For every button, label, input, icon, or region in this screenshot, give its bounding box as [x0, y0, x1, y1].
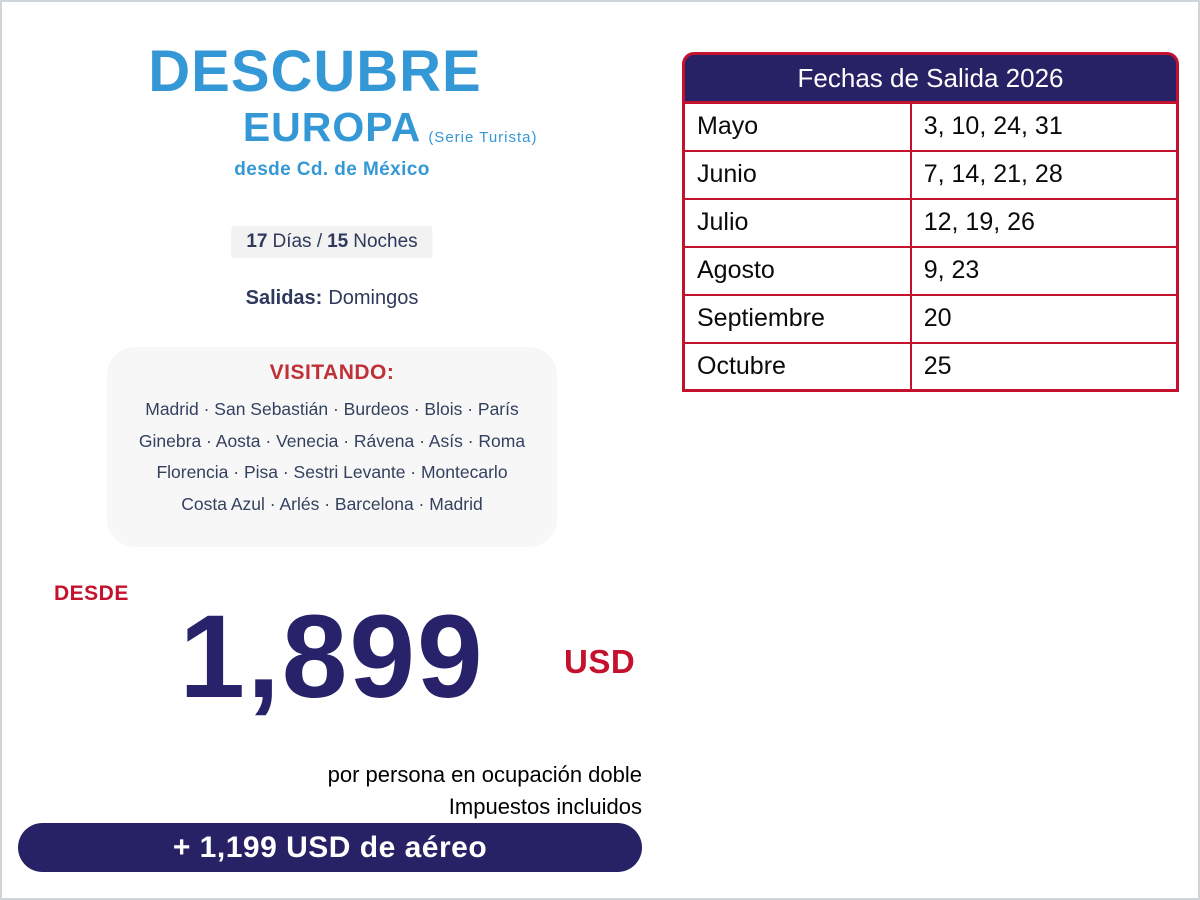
nights-label: Noches: [353, 231, 418, 252]
table-row: Junio 7, 14, 21, 28: [682, 149, 1179, 200]
visitando-line: Madrid · San Sebastián · Burdeos · Blois…: [145, 399, 519, 419]
salidas-value: Domingos: [328, 287, 419, 309]
tour-series-label: (Serie Turista): [428, 129, 538, 146]
month-cell: Agosto: [682, 245, 912, 296]
days-label: Días /: [272, 231, 323, 252]
departure-days-line: Salidas: Domingos: [2, 287, 662, 310]
air-supplement-banner: + 1,199 USD de aéreo: [18, 823, 642, 872]
dates-cell: 7, 14, 21, 28: [909, 149, 1179, 200]
table-row: Septiembre 20: [682, 293, 1179, 344]
visitando-box: VISITANDO: Madrid · San Sebastián · Burd…: [107, 347, 557, 547]
departure-dates-table: Fechas de Salida 2026 Mayo 3, 10, 24, 31…: [682, 52, 1179, 392]
dates-cell: 25: [909, 341, 1179, 392]
month-cell: Junio: [682, 149, 912, 200]
month-cell: Mayo: [682, 101, 912, 152]
tour-summary-column: DESCUBRE EUROPA (Serie Turista) desde Cd.…: [2, 2, 662, 898]
price-note-taxes: Impuestos incluidos: [448, 794, 642, 819]
duration-chip: 17 Días / 15 Noches: [231, 226, 433, 258]
nights-count: 15: [327, 231, 349, 252]
table-row: Octubre 25: [682, 341, 1179, 392]
price-amount: 1,899: [179, 591, 485, 723]
price-notes: por persona en ocupación doble Impuestos…: [2, 759, 642, 823]
dates-cell: 12, 19, 26: [909, 197, 1179, 248]
salidas-label: Salidas:: [245, 287, 323, 309]
visitando-line: Ginebra · Aosta · Venecia · Rávena · Así…: [138, 430, 526, 451]
table-row: Agosto 9, 23: [682, 245, 1179, 296]
month-cell: Julio: [682, 197, 912, 248]
tour-title-line2-row: EUROPA (Serie Turista): [2, 104, 662, 151]
visitando-line: Costa Azul · Arlés · Barcelona · Madrid: [181, 493, 483, 514]
visitando-line: Florencia · Pisa · Sestri Levante · Mont…: [156, 462, 508, 482]
price-note-occupancy: por persona en ocupación doble: [327, 762, 642, 787]
price-currency: USD: [564, 643, 636, 680]
departure-dates-table-body: Mayo 3, 10, 24, 31 Junio 7, 14, 21, 28 J…: [682, 101, 1179, 392]
departure-city-subtitle: desde Cd. de México: [234, 159, 430, 180]
month-cell: Octubre: [682, 341, 912, 392]
dates-cell: 9, 23: [909, 245, 1179, 296]
table-row: Julio 12, 19, 26: [682, 197, 1179, 248]
dates-cell: 3, 10, 24, 31: [909, 101, 1179, 152]
tour-title-line1: DESCUBRE: [148, 39, 482, 104]
tour-title-line2: EUROPA (Serie Turista): [242, 104, 538, 150]
visitando-city-list: Madrid · San Sebastián · Burdeos · Blois…: [107, 394, 557, 520]
price-desde-label: DESDE: [54, 582, 129, 605]
departure-dates-table-header: Fechas de Salida 2026: [682, 52, 1179, 101]
dates-cell: 20: [909, 293, 1179, 344]
table-row: Mayo 3, 10, 24, 31: [682, 101, 1179, 152]
days-count: 17: [246, 231, 268, 252]
month-cell: Septiembre: [682, 293, 912, 344]
visitando-heading: VISITANDO:: [269, 361, 395, 384]
